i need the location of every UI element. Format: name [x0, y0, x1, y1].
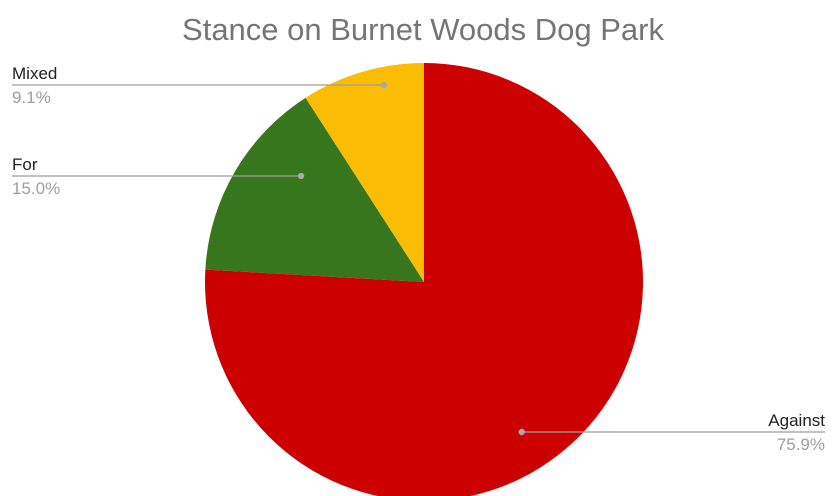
- leader-dot-mixed: [380, 81, 388, 89]
- pie-slice-against: [204, 63, 643, 496]
- leader-dot-against: [518, 428, 525, 436]
- slice-percent-mixed: 9.1%: [12, 88, 51, 107]
- slice-percent-against: 75.9%: [777, 435, 825, 454]
- pie-slice-mixed: [305, 63, 424, 282]
- slice-label-for: For: [12, 155, 38, 174]
- slice-label-against: Against: [768, 411, 825, 430]
- slice-label-mixed: Mixed: [12, 64, 57, 83]
- slice-labels: Mixed 9.1% For 15.0% Against 75.9%: [12, 64, 825, 454]
- leader-dot-for: [297, 172, 305, 180]
- pie-slices: [204, 63, 643, 496]
- slice-percent-for: 15.0%: [12, 179, 60, 198]
- chart-title: Stance on Burnet Woods Dog Park: [182, 12, 664, 47]
- pie-slice-for: [205, 97, 424, 282]
